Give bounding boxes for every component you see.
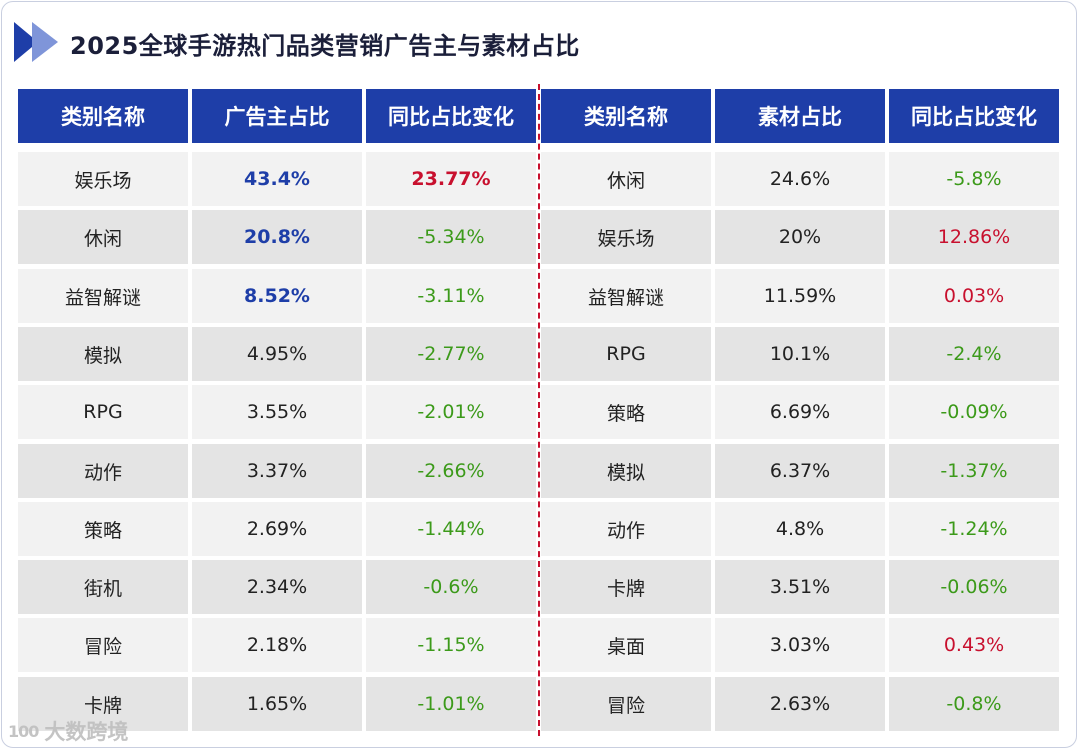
- left-row-7-change: -1.44%: [366, 502, 536, 556]
- left-row-7-category: 策略: [18, 502, 188, 556]
- left-row-7-share: 2.69%: [192, 502, 362, 556]
- right-row-3-change: 0.03%: [889, 269, 1059, 323]
- left-row-9-share: 2.18%: [192, 618, 362, 672]
- left-row-2-share: 20.8%: [192, 210, 362, 264]
- left-row-2-category: 休闲: [18, 210, 188, 264]
- right-row-4-category: RPG: [541, 327, 711, 381]
- right-row-7-change: -1.24%: [889, 502, 1059, 556]
- left-row-6-category: 动作: [18, 444, 188, 498]
- right-row-2-share: 20%: [715, 210, 885, 264]
- left-row-1-category: 娱乐场: [18, 152, 188, 206]
- right-header-change: 同比占比变化: [889, 89, 1059, 143]
- left-header-share: 广告主占比: [192, 89, 362, 143]
- right-header-share: 素材占比: [715, 89, 885, 143]
- left-row-1-share: 43.4%: [192, 152, 362, 206]
- left-row-4-share: 4.95%: [192, 327, 362, 381]
- right-row-3-category: 益智解谜: [541, 269, 711, 323]
- right-row-10-category: 冒险: [541, 677, 711, 731]
- left-row-8-category: 街机: [18, 560, 188, 614]
- right-row-5-share: 6.69%: [715, 385, 885, 439]
- left-row-3-share: 8.52%: [192, 269, 362, 323]
- left-row-5-category: RPG: [18, 385, 188, 439]
- center-divider: [538, 84, 540, 736]
- left-row-4-category: 模拟: [18, 327, 188, 381]
- left-row-10-category: 卡牌: [18, 677, 188, 731]
- right-row-5-change: -0.09%: [889, 385, 1059, 439]
- right-row-5-category: 策略: [541, 385, 711, 439]
- left-row-6-share: 3.37%: [192, 444, 362, 498]
- right-row-2-category: 娱乐场: [541, 210, 711, 264]
- right-row-3-share: 11.59%: [715, 269, 885, 323]
- left-row-9-change: -1.15%: [366, 618, 536, 672]
- right-row-10-share: 2.63%: [715, 677, 885, 731]
- right-row-8-change: -0.06%: [889, 560, 1059, 614]
- right-row-6-category: 模拟: [541, 444, 711, 498]
- right-row-6-share: 6.37%: [715, 444, 885, 498]
- left-row-8-share: 2.34%: [192, 560, 362, 614]
- left-row-6-change: -2.66%: [366, 444, 536, 498]
- left-row-4-change: -2.77%: [366, 327, 536, 381]
- left-row-10-share: 1.65%: [192, 677, 362, 731]
- left-row-2-change: -5.34%: [366, 210, 536, 264]
- right-row-2-change: 12.86%: [889, 210, 1059, 264]
- left-row-1-change: 23.77%: [366, 152, 536, 206]
- right-row-9-category: 桌面: [541, 618, 711, 672]
- left-row-5-share: 3.55%: [192, 385, 362, 439]
- left-row-10-change: -1.01%: [366, 677, 536, 731]
- left-row-9-category: 冒险: [18, 618, 188, 672]
- right-row-1-share: 24.6%: [715, 152, 885, 206]
- right-row-9-share: 3.03%: [715, 618, 885, 672]
- right-header-category: 类别名称: [541, 89, 711, 143]
- right-row-1-category: 休闲: [541, 152, 711, 206]
- play-arrow-icon: [14, 22, 58, 62]
- left-header-change: 同比占比变化: [366, 89, 536, 143]
- left-row-3-change: -3.11%: [366, 269, 536, 323]
- left-row-5-change: -2.01%: [366, 385, 536, 439]
- right-row-4-share: 10.1%: [715, 327, 885, 381]
- right-row-10-change: -0.8%: [889, 677, 1059, 731]
- right-row-4-change: -2.4%: [889, 327, 1059, 381]
- right-row-9-change: 0.43%: [889, 618, 1059, 672]
- right-row-8-share: 3.51%: [715, 560, 885, 614]
- right-row-6-change: -1.37%: [889, 444, 1059, 498]
- page-title: 2025全球手游热门品类营销广告主与素材占比: [70, 32, 580, 60]
- right-row-7-category: 动作: [541, 502, 711, 556]
- watermark: 100 大数跨境: [8, 716, 128, 746]
- right-row-7-share: 4.8%: [715, 502, 885, 556]
- watermark-logo-icon: 100: [8, 721, 39, 741]
- left-row-8-change: -0.6%: [366, 560, 536, 614]
- right-row-1-change: -5.8%: [889, 152, 1059, 206]
- watermark-text: 大数跨境: [44, 720, 129, 744]
- right-row-8-category: 卡牌: [541, 560, 711, 614]
- left-header-category: 类别名称: [18, 89, 188, 143]
- left-row-3-category: 益智解谜: [18, 269, 188, 323]
